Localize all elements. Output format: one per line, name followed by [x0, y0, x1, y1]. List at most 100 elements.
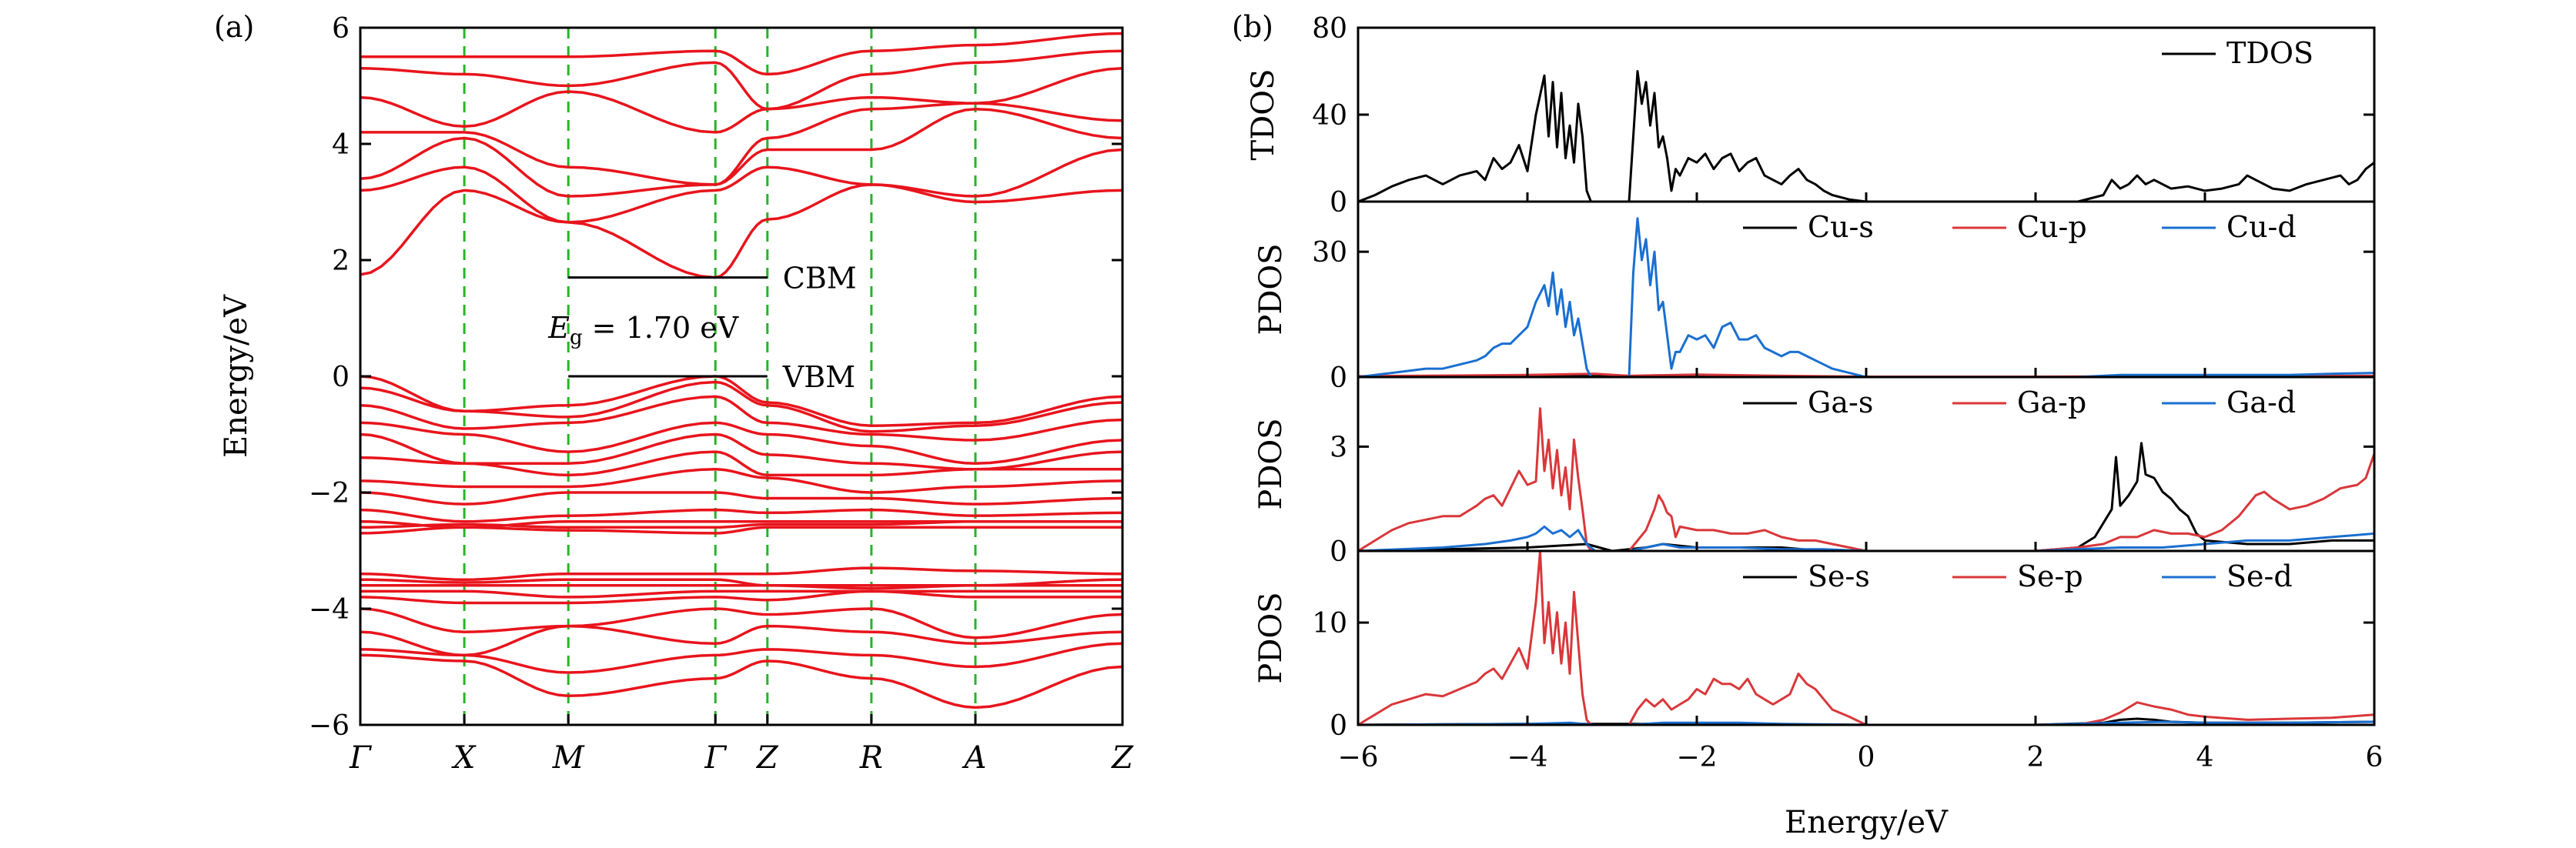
band-line-13: [360, 468, 1123, 494]
band-line-7: [360, 375, 1123, 427]
gap-subscript: g: [570, 326, 583, 349]
vbm-label: VBM: [782, 360, 855, 394]
band-line-18: [360, 526, 1122, 535]
band-line-23: [360, 589, 1122, 605]
dos-y-axis-label: PDOS: [1253, 418, 1289, 509]
band-line-0: [360, 183, 1123, 279]
dos-legend: TDOS: [2162, 36, 2313, 70]
band-line-3: [360, 102, 1123, 186]
band-y-axis-label: Energy/eV: [219, 294, 254, 458]
kpoint-label: Z: [755, 740, 779, 776]
dos-legend: Ga-s Ga-p Ga-d: [1743, 386, 2296, 419]
dos-curve-tdos: [1357, 70, 2375, 203]
legend-label: Cu-d: [2226, 210, 2297, 244]
dos-legend: Cu-s Cu-p Cu-d: [1743, 210, 2297, 244]
legend-label: Ga-p: [2017, 386, 2086, 419]
panel-label-b: (b): [1232, 10, 1273, 44]
dos-y-tick-label: 0: [1330, 710, 1347, 742]
dos-x-tick-label: −6: [1337, 742, 1378, 773]
dos-subpanel-tdos: 0 40 80 TDOS TDOS: [1246, 13, 2376, 219]
dos-subpanel-frame: [1357, 26, 2376, 203]
dos-y-tick-label: 0: [1330, 536, 1347, 568]
dos-x-tick-label: 2: [2027, 742, 2045, 773]
dos-subpanel-pdos-cu: 0 30 PDOS Cu-s Cu-p Cu-d: [1253, 200, 2376, 394]
band-line-9: [360, 395, 1123, 442]
dos-x-tick-label: −4: [1507, 742, 1547, 773]
band-y-tick-label: −2: [309, 478, 350, 509]
kpoint-label: X: [451, 740, 477, 776]
dos-y-tick-label: 80: [1312, 13, 1347, 45]
gap-symbol: E: [547, 311, 570, 345]
dos-y-tick-label: 30: [1312, 237, 1347, 269]
band-line-2: [360, 107, 1123, 198]
band-line-1: [360, 148, 1123, 224]
legend-label: Se-p: [2017, 559, 2083, 593]
dos-y-tick-label: 0: [1330, 187, 1347, 219]
kpoint-label: M: [552, 740, 585, 776]
band-y-tick-label: 2: [332, 245, 350, 277]
band-line-25: [360, 624, 1123, 657]
dos-subpanels: 0 40 80 TDOS TDOS 0 30 PDOS Cu-s Cu-p Cu-d 0 3 PDOS Ga…: [1246, 13, 2376, 742]
band-line-12: [360, 450, 1122, 477]
band-y-tick-label: 6: [332, 13, 350, 45]
band-line-6: [360, 32, 1123, 76]
dos-subpanel-pdos-ga: 0 3 PDOS Ga-s Ga-p Ga-d: [1253, 376, 2376, 568]
band-line-22: [360, 589, 1122, 599]
band-structure-panel: (a) Energy/eV CBM VBM Eg = 1.70 eV −6−4−…: [214, 10, 1134, 776]
band-lines: [360, 32, 1123, 709]
dos-y-axis-label: PDOS: [1253, 243, 1289, 335]
dos-y-axis-label: TDOS: [1246, 69, 1281, 161]
band-line-21: [360, 584, 1122, 590]
kpoint-label: Γ: [349, 740, 372, 776]
dos-subpanel-pdos-se: 0 10 PDOS Se-s Se-p Se-d: [1253, 549, 2376, 742]
dos-x-tick-label: 0: [1858, 742, 1875, 773]
legend-label: Ga-s: [1808, 386, 1873, 419]
legend-label: Se-d: [2226, 559, 2293, 593]
dos-y-tick-label: 3: [1330, 432, 1347, 463]
band-gap-label: Eg = 1.70 eV: [547, 311, 739, 349]
dos-x-axis-label: Energy/eV: [1785, 805, 1949, 840]
panel-label-a: (a): [214, 10, 254, 44]
band-y-tick-label: 0: [332, 362, 350, 393]
legend-label: Se-s: [1808, 559, 1870, 593]
band-y-tick-label: −4: [309, 594, 350, 626]
band-line-8: [360, 380, 1123, 433]
kpoint-label: A: [962, 740, 987, 776]
kpoint-label: R: [859, 740, 883, 776]
legend-label: Cu-p: [2017, 210, 2087, 244]
kpoint-label: Z: [1110, 740, 1134, 776]
band-line-10: [360, 421, 1123, 466]
dos-x-tick-label: 4: [2196, 742, 2214, 773]
band-line-14: [360, 491, 1123, 506]
band-line-19: [360, 566, 1123, 582]
band-line-4: [360, 67, 1123, 134]
dos-curve-ga-d: [1357, 525, 2375, 553]
legend-label: Ga-d: [2226, 386, 2296, 419]
band-y-tick-label: −6: [309, 710, 350, 742]
band-line-24: [360, 607, 1123, 639]
dos-legend: Se-s Se-p Se-d: [1743, 559, 2293, 593]
band-line-26: [360, 642, 1123, 674]
cbm-label: CBM: [783, 262, 857, 295]
dos-x-tick-label: −2: [1676, 742, 1717, 773]
legend-label: TDOS: [2226, 36, 2313, 70]
dos-x-ticks: −6 −4 −2 0 2 4 6: [1337, 742, 2383, 773]
band-y-ticks: −6 −4 −2 0 2 4 6: [309, 13, 1122, 742]
band-line-5: [360, 49, 1123, 111]
band-line-17: [360, 520, 1122, 529]
dos-y-axis-label: PDOS: [1253, 592, 1289, 683]
band-y-tick-label: 4: [332, 129, 350, 161]
band-line-15: [360, 508, 1123, 523]
gap-annotations: CBM VBM Eg = 1.70 eV: [547, 262, 856, 394]
dos-y-tick-label: 10: [1312, 608, 1347, 639]
kpoint-label: Γ: [704, 740, 727, 776]
dos-x-tick-label: 6: [2366, 742, 2384, 773]
dos-y-tick-label: 0: [1330, 362, 1347, 394]
dos-curve-ga-s: [1357, 442, 2374, 553]
gap-value: = 1.70 eV: [583, 311, 739, 345]
legend-label: Cu-s: [1808, 210, 1874, 244]
dos-y-tick-label: 40: [1312, 100, 1347, 132]
